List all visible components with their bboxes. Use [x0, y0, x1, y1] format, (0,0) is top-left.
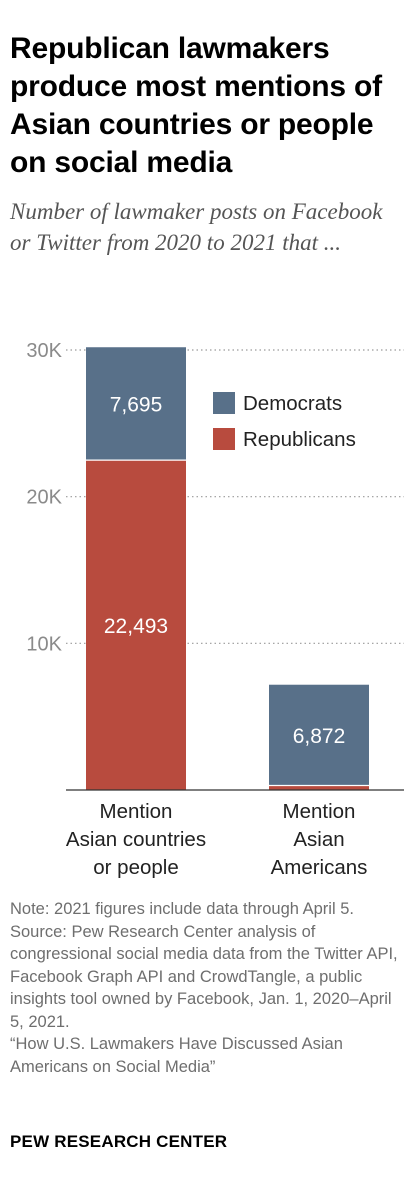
legend-swatch-democrats	[213, 392, 235, 414]
legend-swatch-republicans	[213, 428, 235, 450]
data-label: 6,872	[293, 725, 346, 748]
legend-label-republicans: Republicans	[243, 428, 356, 451]
x-category-label: Mention	[283, 800, 356, 823]
x-category-label: Americans	[271, 856, 368, 879]
data-label: 7,695	[110, 394, 163, 417]
y-tick-label: 10K	[26, 633, 62, 655]
chart-subtitle: Number of lawmaker posts on Facebook or …	[10, 199, 383, 255]
y-tick-label: 30K	[26, 340, 62, 362]
bar-segment-republicans	[86, 460, 186, 790]
source-text: Source: Pew Research Center analysis of …	[10, 922, 398, 1076]
stacked-bar-chart: 10K 20K 30K 22,493 7,695 6,872 Mention Asian co…	[26, 340, 404, 879]
bar-segment-democrats	[269, 684, 369, 786]
x-category-label: or people	[93, 856, 178, 879]
chart-title: Republican lawmakers produce most mentio…	[10, 32, 382, 179]
bar-segment-republicans	[269, 785, 369, 790]
x-category-label: Asian	[293, 828, 344, 851]
note-text: Note: 2021 figures include data through …	[10, 900, 354, 918]
bar-segment-democrats	[86, 347, 186, 461]
x-category-label: Mention	[100, 800, 173, 823]
data-label: 22,493	[104, 615, 168, 638]
footnote: Note: 2021 figures include data through …	[10, 898, 402, 1078]
y-tick-label: 20K	[26, 487, 62, 509]
x-category-label: Asian countries	[66, 828, 206, 851]
legend-label-democrats: Democrats	[243, 392, 342, 415]
brand-footer: PEW RESEARCH CENTER	[10, 1132, 228, 1151]
